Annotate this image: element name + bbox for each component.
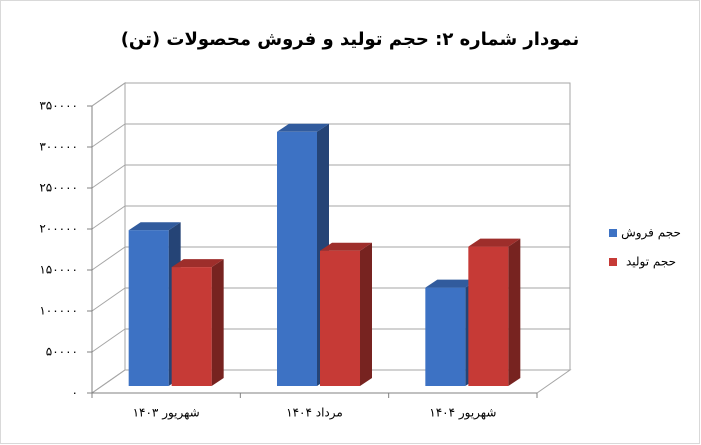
bar-front	[425, 287, 466, 386]
grid-line	[91, 123, 570, 148]
bar-front	[468, 246, 509, 386]
legend-label: حجم تولید	[626, 255, 676, 270]
grid-line	[91, 369, 570, 394]
bar-side	[360, 242, 372, 386]
bar-top	[171, 259, 224, 268]
bar	[171, 259, 224, 386]
bar-top	[277, 123, 329, 132]
bar-top	[320, 242, 372, 251]
y-tick-label: ۳۰۰۰۰۰	[39, 140, 78, 154]
bar	[468, 238, 521, 386]
grid-line	[91, 246, 570, 271]
y-tick-label: ۳۵۰۰۰۰	[39, 99, 78, 113]
bar-side	[508, 238, 521, 386]
grid-line	[91, 82, 570, 107]
bar-top	[425, 279, 478, 288]
y-tick-label: ۲۵۰۰۰۰	[39, 181, 78, 195]
y-tick-label: ۱۰۰۰۰۰	[39, 304, 78, 318]
grid-line	[91, 205, 570, 230]
grid-line	[91, 164, 570, 189]
grid-line	[91, 287, 570, 312]
bar-top	[468, 238, 521, 247]
bar	[320, 242, 372, 386]
side-wall	[91, 82, 126, 394]
grid-line	[91, 328, 570, 353]
x-tick-label: شهریور ۱۴۰۳	[133, 406, 200, 421]
y-tick-label: ۱۵۰۰۰۰	[39, 263, 78, 277]
legend-label: حجم فروش	[621, 226, 681, 241]
legend-swatch	[609, 258, 617, 266]
y-tick-label: ۲۰۰۰۰۰	[39, 222, 78, 236]
bar-front	[171, 267, 212, 386]
x-tick-label: شهریور ۱۴۰۴	[429, 406, 496, 421]
legend-swatch	[609, 229, 617, 237]
x-tick-label: مرداد ۱۴۰۴	[286, 406, 343, 421]
bar-side	[211, 259, 224, 386]
y-tick-label: ۵۰۰۰۰	[46, 345, 78, 359]
bar-front	[320, 250, 360, 386]
chart-title: نمودار شماره ۲: حجم تولید و فروش محصولات…	[121, 29, 580, 50]
y-tick-label: ۰	[72, 386, 78, 400]
bar-front	[128, 230, 169, 386]
bar-front	[277, 131, 317, 386]
bar-top	[128, 222, 181, 231]
